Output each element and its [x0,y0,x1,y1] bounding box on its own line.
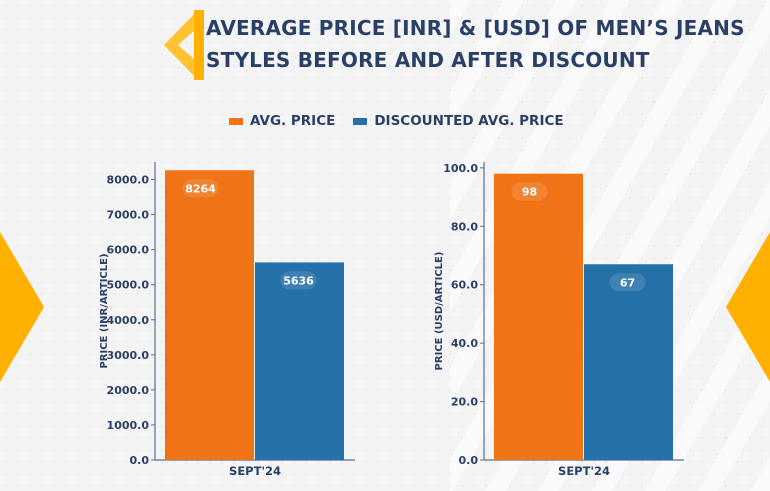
chart-1-y-tick-label: 6000.0 [107,244,150,257]
title-chevron-icon [164,10,204,80]
chart-2-data-label: 98 [522,186,537,199]
chart-2-bar-avg-price [494,173,583,460]
chart-2-y-tick-label: 100.0 [443,162,478,175]
chart-1-y-tick-label: 5000.0 [107,279,150,292]
chart-1-data-label-bg [280,271,317,290]
legend-item-discounted-avg-price: DISCOUNTED AVG. PRICE [353,113,564,129]
chart-1-data-label: 5636 [283,274,314,287]
chart-2-data-label-bg [511,182,548,201]
chart-1-y-tick-label: 7000.0 [107,209,150,222]
chart-2-y-axis-label: PRICE (USD/ARTICLE) [434,252,445,371]
legend-label-avg-price: AVG. PRICE [250,113,336,129]
legend-swatch-avg-price [229,117,243,125]
chart-1-x-category-label: SEPT'24 [229,464,281,478]
chart-1-data-label-bg [182,179,219,198]
chart-1-y-tick-label: 0.0 [130,454,150,467]
legend-item-avg-price: AVG. PRICE [229,113,335,129]
legend-swatch-discounted-avg-price [353,117,368,125]
chart-1-y-tick-label: 4000.0 [107,314,150,327]
chart-2-bar-discounted-avg-price [584,264,673,460]
legend-label-discounted-avg-price: DISCOUNTED AVG. PRICE [374,113,564,129]
chart-1-y-tick-label: 2000.0 [107,384,150,397]
chart-2-y-tick-label: 40.0 [451,337,478,350]
chart-2-y-tick-label: 60.0 [451,279,478,292]
chart-2-y-tick-label: 20.0 [451,396,478,409]
chart-1-y-axis-label: PRICE (INR/ARTICLE) [99,253,110,368]
chart-1-y-tick-label: 1000.0 [107,419,150,432]
legend: AVG. PRICE DISCOUNTED AVG. PRICE [229,110,572,132]
chart-1-bar-discounted-avg-price [255,262,344,460]
right-chevron-decoration [726,232,770,382]
chart-title: AVERAGE PRICE [INR] & [USD] OF MEN’S JEA… [206,16,745,72]
left-chevron-decoration [0,232,44,382]
chart-2-y-tick-label: 80.0 [451,220,478,233]
chart-1-y-tick-label: 8000.0 [107,174,150,187]
chart-2-y-tick-label: 0.0 [459,454,479,467]
chart-2-data-label: 67 [620,276,635,289]
chart-2-x-category-label: SEPT'24 [558,464,610,478]
chart-1-bar-avg-price [165,170,254,461]
chart-2-data-label-bg [609,273,646,292]
chart-1-data-label: 8264 [185,182,216,195]
chart-1-y-tick-label: 3000.0 [107,349,150,362]
